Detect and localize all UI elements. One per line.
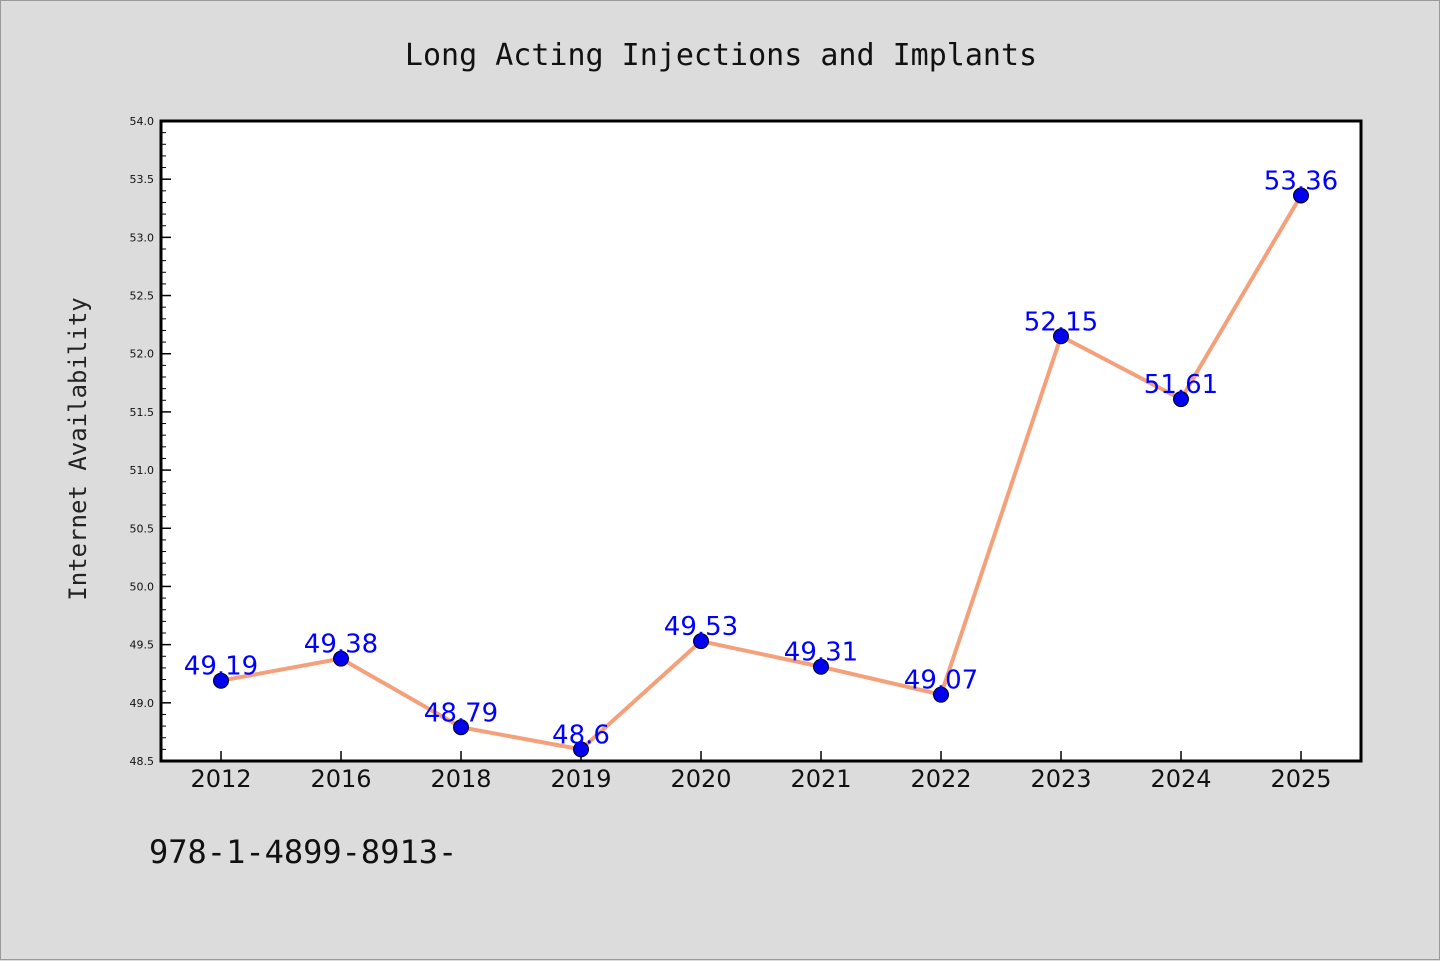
x-tick-label: 2016 xyxy=(310,765,371,793)
data-point xyxy=(693,633,709,650)
data-label: 49.19 xyxy=(184,652,258,682)
x-tick-label: 2025 xyxy=(1270,765,1331,793)
data-point xyxy=(573,741,589,758)
series-polyline xyxy=(220,194,1303,752)
chart-title: Long Acting Injections and Implants xyxy=(405,38,1037,73)
data-label: 49.07 xyxy=(904,666,978,696)
y-tick-label: 53.0 xyxy=(130,231,155,244)
footer-code: 978-1-4899-8913- xyxy=(149,833,458,871)
data-points xyxy=(213,187,1309,758)
series-line xyxy=(220,194,1303,752)
data-point xyxy=(1293,187,1309,204)
y-axis-label: Internet Availability xyxy=(64,297,92,600)
data-point xyxy=(933,686,949,703)
data-point xyxy=(1053,328,1069,345)
y-tick-label: 49.5 xyxy=(130,639,155,652)
y-axis: 48.5 49.0 49.5 50.0 50.5 51.0 51.5 52.0 52.5 53.0… xyxy=(130,115,171,768)
x-tick-label: 2023 xyxy=(1030,765,1091,793)
data-label: 48.79 xyxy=(424,698,498,728)
data-label: 51.61 xyxy=(1144,370,1218,400)
data-point xyxy=(213,672,229,689)
y-tick-label: 48.5 xyxy=(130,755,155,768)
data-label: 49.38 xyxy=(304,630,378,660)
data-label: 48.6 xyxy=(552,720,610,750)
y-tick-label: 51.0 xyxy=(130,464,155,477)
data-label: 52.15 xyxy=(1024,307,1098,337)
y-tick-label: 54.0 xyxy=(130,115,155,128)
y-tick-label: 50.5 xyxy=(130,522,155,535)
data-point xyxy=(333,650,349,667)
y-tick-label: 53.5 xyxy=(130,173,155,186)
y-tick-label: 50.0 xyxy=(130,580,155,593)
x-axis: 2012 2016 2018 2019 2020 2021 2022 2023 2024 2025 xyxy=(190,751,1332,793)
x-tick-label: 2022 xyxy=(910,765,971,793)
x-tick-label: 2020 xyxy=(670,765,731,793)
data-point xyxy=(453,719,469,736)
x-tick-label: 2018 xyxy=(430,765,491,793)
data-label: 49.31 xyxy=(784,638,858,668)
x-tick-label: 2019 xyxy=(550,765,611,793)
data-point xyxy=(1173,391,1189,408)
y-tick-label: 51.5 xyxy=(130,406,155,419)
data-label: 49.53 xyxy=(664,612,738,642)
x-tick-label: 2012 xyxy=(190,765,251,793)
data-labels: 49.19 49.38 48.79 48.6 49.53 49.31 49.07 52.15 5… xyxy=(184,166,1338,750)
x-tick-label: 2021 xyxy=(790,765,851,793)
x-tick-label: 2024 xyxy=(1150,765,1211,793)
y-tick-label: 52.5 xyxy=(130,290,155,303)
data-point xyxy=(813,658,829,675)
y-tick-label: 52.0 xyxy=(130,348,155,361)
data-label: 53.36 xyxy=(1264,166,1338,196)
y-tick-label: 49.0 xyxy=(130,697,155,710)
